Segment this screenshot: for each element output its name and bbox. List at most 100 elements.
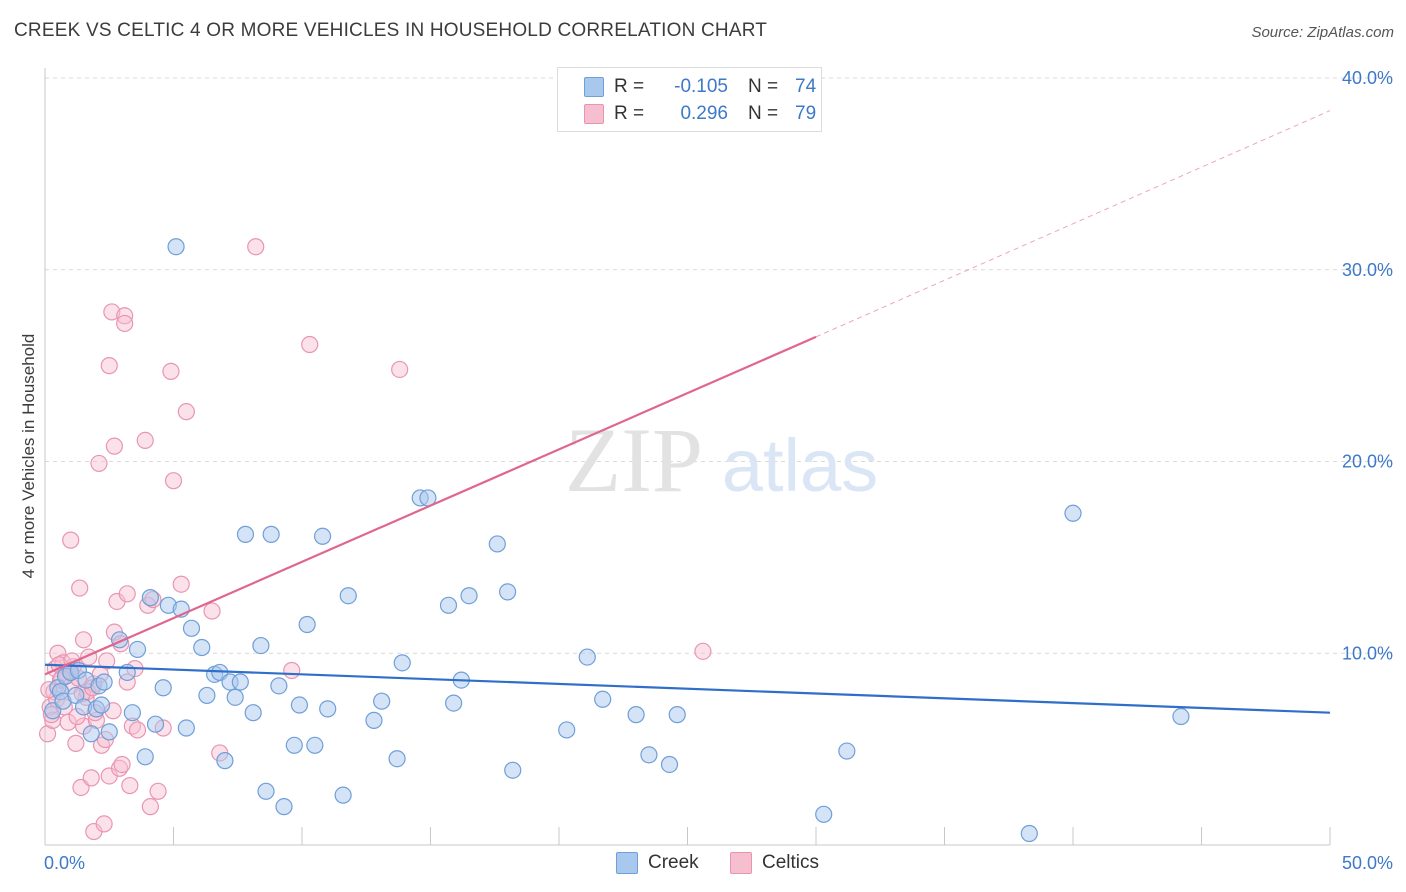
creek-point xyxy=(182,619,201,637)
creek-trend-line xyxy=(44,663,1331,714)
creek-point xyxy=(252,636,270,655)
creek-point xyxy=(306,736,324,754)
watermark-atlas: atlas xyxy=(722,424,878,507)
creek-point xyxy=(226,688,244,706)
creek-point xyxy=(216,752,234,770)
creek-point xyxy=(285,736,303,754)
celtics-point xyxy=(164,472,183,490)
creek-point xyxy=(668,706,686,724)
creek-point xyxy=(82,725,100,743)
watermark: ZIP atlas xyxy=(565,409,878,511)
celtics-point xyxy=(301,335,319,354)
creek-point xyxy=(298,615,316,634)
celtics-legend-swatch xyxy=(730,852,752,874)
legend-n-value: 74 xyxy=(795,76,817,97)
creek-point xyxy=(499,583,517,601)
legend-n-label: N = xyxy=(748,76,779,97)
creek-point xyxy=(488,535,506,553)
tick-labels: 10.0% 20.0% 30.0% 40.0% 0.0% 50.0% xyxy=(44,68,1393,873)
celtics-point xyxy=(162,362,180,380)
creek-point xyxy=(373,692,391,710)
celtics-point xyxy=(82,769,100,787)
celtics-point xyxy=(90,454,108,473)
creek-point xyxy=(627,706,645,724)
celtics-point xyxy=(136,431,154,450)
correlation-legend: R = -0.105 N = 74 R = 0.296 N = 79 xyxy=(557,67,822,132)
celtics-point xyxy=(391,360,409,379)
creek-point xyxy=(640,746,658,764)
creek-point xyxy=(319,700,337,718)
creek-point xyxy=(334,786,352,804)
creek-point xyxy=(95,673,113,691)
creek-point xyxy=(388,750,406,768)
creek-point xyxy=(290,696,309,714)
y-tick-label: 10.0% xyxy=(1342,643,1393,663)
celtics-point xyxy=(100,357,118,375)
watermark-zip: ZIP xyxy=(565,409,703,511)
creek-point xyxy=(270,677,288,695)
celtics-point xyxy=(203,602,221,620)
celtics-point xyxy=(74,631,93,649)
legend-r-value: -0.105 xyxy=(674,76,728,97)
celtics-point xyxy=(172,575,190,593)
celtics-series xyxy=(38,238,712,841)
y-tick-label: 40.0% xyxy=(1342,68,1393,88)
celtics-point xyxy=(116,314,134,333)
celtics-legend-label: Celtics xyxy=(762,852,820,873)
creek-point xyxy=(439,596,458,614)
creek-point xyxy=(1064,504,1082,522)
legend-r-label: R = xyxy=(614,103,645,124)
celtics-point xyxy=(103,303,121,321)
creek-point xyxy=(339,587,357,605)
celtics-trend-extension xyxy=(815,110,1331,338)
creek-point xyxy=(257,782,275,800)
celtics-trend-line xyxy=(44,335,817,676)
trend-lines xyxy=(44,110,1331,714)
legend-row-creek: R = -0.105 N = 74 xyxy=(584,75,816,99)
creek-point xyxy=(136,748,154,766)
celtics-point xyxy=(149,782,167,800)
creek-point xyxy=(815,805,833,823)
axes xyxy=(44,68,1331,846)
creek-legend-swatch xyxy=(616,852,638,874)
creek-point xyxy=(504,761,522,779)
celtics-point xyxy=(141,798,159,816)
creek-point xyxy=(92,696,111,714)
celtics-point xyxy=(95,815,113,833)
creek-point xyxy=(146,715,165,733)
creek-point xyxy=(313,527,332,545)
creek-point xyxy=(445,694,463,712)
creek-point xyxy=(231,673,249,691)
creek-legend-label: Creek xyxy=(648,852,699,873)
celtics-point xyxy=(283,661,301,680)
celtics-point xyxy=(118,585,136,603)
creek-point xyxy=(262,525,280,543)
celtics-point xyxy=(105,437,123,455)
creek-point xyxy=(128,640,147,659)
grid-lines xyxy=(45,77,1392,654)
creek-series xyxy=(44,238,1190,843)
creek-point xyxy=(198,686,216,705)
creek-point xyxy=(100,723,118,741)
creek-point xyxy=(244,704,262,722)
legend-r-label: R = xyxy=(614,76,645,97)
celtics-point xyxy=(67,734,85,752)
celtics-point xyxy=(128,721,147,739)
creek-point xyxy=(123,704,141,722)
creek-point xyxy=(154,679,172,697)
creek-point xyxy=(193,638,211,657)
celtics-point xyxy=(177,403,195,421)
chart-title: CREEK VS CELTIC 4 OR MORE VEHICLES IN HO… xyxy=(14,20,768,41)
legend-n-label: N = xyxy=(748,103,779,124)
creek-point xyxy=(1020,824,1038,843)
legend-n-value: 79 xyxy=(795,103,817,124)
creek-point xyxy=(236,525,255,543)
y-tick-label: 20.0% xyxy=(1342,452,1393,472)
creek-point xyxy=(275,798,293,816)
celtics-point xyxy=(121,776,139,795)
bottom-legend-celtics: Celtics xyxy=(730,852,819,874)
celtics-point xyxy=(113,755,131,774)
celtics-swatch xyxy=(584,104,604,124)
creek-point xyxy=(558,721,576,739)
